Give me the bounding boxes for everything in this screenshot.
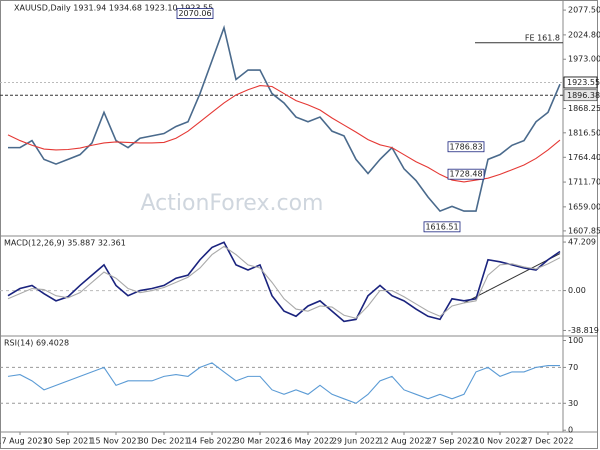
panel-title: MACD(12,26,9) 35.887 32.361 xyxy=(4,239,126,248)
chart-title: XAUUSD,Daily 1931.94 1934.68 1923.10 192… xyxy=(14,4,213,13)
y-tick-label: 0 xyxy=(568,426,573,435)
y-tick-label: 0.00 xyxy=(568,286,586,295)
annotation-box xyxy=(447,168,485,180)
series-line xyxy=(7,245,561,319)
y-tick-label: 47.209 xyxy=(568,238,596,247)
level-box xyxy=(563,89,598,102)
y-tick-label: 1764.40 xyxy=(568,153,600,162)
y-tick-label: 2024.80 xyxy=(568,30,600,39)
price-box xyxy=(563,76,598,89)
price-label: 1923.55 xyxy=(567,78,600,87)
x-tick-label: 30 Mar 2022 xyxy=(235,437,286,446)
trendline xyxy=(463,253,561,304)
y-tick-label: 1816.50 xyxy=(568,128,600,137)
panel-title: RSI(14) 69.4028 xyxy=(4,339,69,348)
series-line xyxy=(7,362,560,404)
y-tick-label: 1711.70 xyxy=(568,178,600,187)
y-tick-label: 1659.00 xyxy=(568,202,600,211)
annotation-label: 1786.83 xyxy=(449,142,482,151)
x-tick-label: 30 Dec 2021 xyxy=(138,437,189,446)
annotation-box xyxy=(447,141,485,153)
y-tick-label: 100 xyxy=(568,336,583,345)
x-tick-label: 27 Sep 2022 xyxy=(427,437,478,446)
x-tick-label: 27 Dec 2022 xyxy=(522,437,573,446)
y-tick-label: -38.819 xyxy=(568,326,599,335)
x-tick-label: 16 May 2022 xyxy=(282,437,334,446)
x-tick-label: 14 Feb 2022 xyxy=(187,437,237,446)
x-tick-label: 15 Nov 2021 xyxy=(90,437,141,446)
fe-label: FE 161.8 xyxy=(525,33,560,42)
series-line xyxy=(7,85,561,183)
annotation-box xyxy=(423,221,461,233)
x-tick-label: 30 Sep 2021 xyxy=(43,437,94,446)
x-tick-label: 10 Nov 2022 xyxy=(474,437,525,446)
watermark: ActionForex.com xyxy=(141,191,324,216)
y-tick-label: 1973.00 xyxy=(568,55,600,64)
x-tick-label: 17 Aug 2021 xyxy=(0,437,48,446)
x-tick-label: 29 Jun 2022 xyxy=(332,437,380,446)
y-tick-label: 70 xyxy=(568,363,578,372)
series-line xyxy=(8,24,561,213)
x-tick-label: 12 Aug 2022 xyxy=(378,437,429,446)
annotation-label: 2070.06 xyxy=(178,9,211,18)
annotation-label: 1616.51 xyxy=(425,222,458,231)
y-tick-label: 30 xyxy=(568,399,578,408)
level-label: 1896.38 xyxy=(567,91,600,100)
y-tick-label: 1607.85 xyxy=(568,226,600,235)
annotation-label: 1728.48 xyxy=(449,170,482,179)
y-tick-label: 1868.25 xyxy=(568,104,600,113)
y-tick-label: 2077.50 xyxy=(568,6,600,15)
series-line xyxy=(7,241,561,323)
annotation-box xyxy=(176,8,214,20)
